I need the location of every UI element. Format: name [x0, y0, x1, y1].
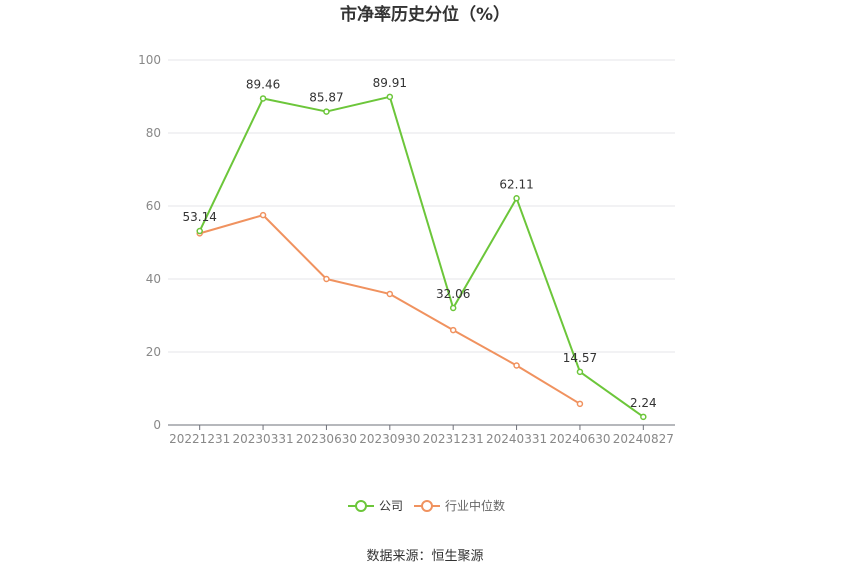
- x-tick-label: 20240630: [549, 432, 610, 446]
- industry-median-data-point: [513, 362, 520, 369]
- company-data-label: 53.14: [183, 210, 217, 224]
- industry-median-data-point: [386, 290, 394, 298]
- legend-marker-icon: [421, 500, 433, 512]
- company-data-label: 89.46: [246, 77, 280, 91]
- industry-median-data-point: [259, 211, 267, 219]
- legend-label: 公司: [379, 499, 403, 513]
- x-tick-label: 20230331: [233, 432, 294, 446]
- legend-item-industry-median[interactable]: 行业中位数: [414, 498, 505, 513]
- company-data-point: [513, 195, 520, 202]
- x-tick-label: 20230630: [296, 432, 357, 446]
- company-data-label: 62.11: [499, 177, 533, 191]
- legend-marker-icon: [355, 500, 367, 512]
- industry-median-series-line: [199, 214, 581, 405]
- company-data-point: [196, 227, 203, 235]
- company-data-point: [386, 93, 394, 101]
- y-tick-label: 20: [146, 345, 161, 359]
- x-tick-label: 20240331: [486, 432, 547, 446]
- company-data-label: 85.87: [309, 91, 343, 105]
- industry-median-data-point: [323, 275, 330, 283]
- x-tick-label: 20221231: [169, 432, 230, 446]
- source-note: 数据来源：恒生聚源: [366, 549, 483, 564]
- company-data-label: 89.91: [373, 76, 407, 90]
- company-data-point: [449, 304, 457, 312]
- x-tick-label: 20230930: [359, 432, 420, 446]
- company-data-label: 2.24: [630, 396, 657, 410]
- series-layer: [196, 93, 647, 421]
- company-data-point: [640, 413, 647, 421]
- company-data-point: [323, 108, 330, 115]
- y-tick-label: 0: [153, 418, 161, 432]
- y-tick-label: 60: [146, 199, 161, 213]
- company-data-point: [576, 368, 584, 376]
- x-tick-label: 20240827: [613, 432, 674, 446]
- legend: 公司 行业中位数: [348, 498, 505, 513]
- y-tick-label: 40: [146, 272, 161, 286]
- company-data-label: 32.06: [436, 287, 470, 301]
- legend-item-company[interactable]: 公司: [348, 499, 403, 513]
- y-tick-label: 80: [146, 126, 161, 140]
- company-series-line: [198, 95, 644, 418]
- legend-label: 行业中位数: [445, 498, 505, 513]
- industry-median-data-point: [576, 400, 584, 408]
- x-tick-label: 20231231: [423, 432, 484, 446]
- y-tick-label: 100: [138, 53, 161, 67]
- chart-title: 市净率历史分位（%）: [340, 4, 510, 25]
- industry-median-data-point: [449, 326, 457, 334]
- data-labels: 53.14 89.46 85.87 89.91 32.06 62.11 14.57 2.24: [183, 76, 657, 410]
- company-data-label: 14.57: [563, 351, 597, 365]
- company-data-point: [259, 95, 267, 102]
- gridlines: [168, 59, 675, 353]
